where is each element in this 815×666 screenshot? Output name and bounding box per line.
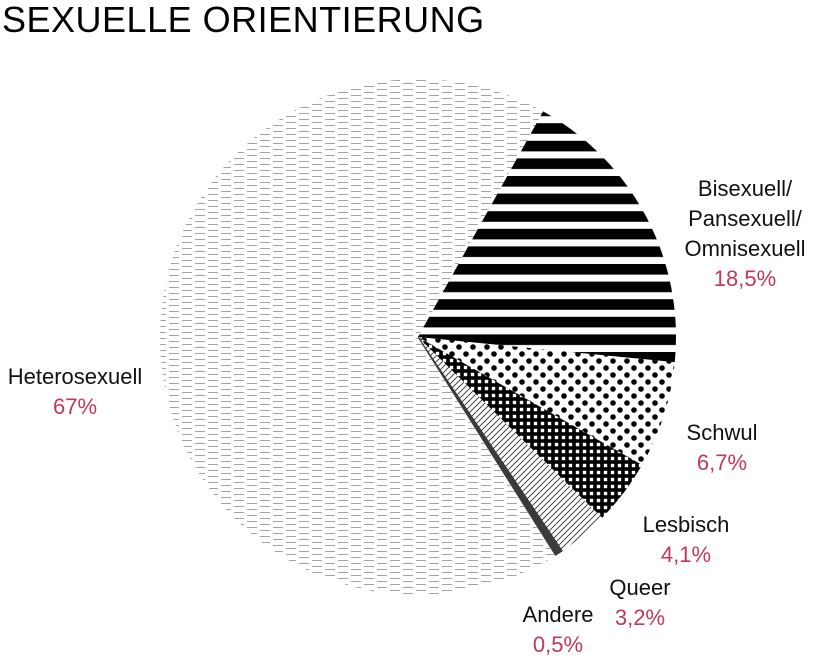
slice-label: Heterosexuell — [8, 364, 143, 389]
slice-value-label: 3,2% — [615, 605, 665, 630]
slice-value-label: 6,7% — [697, 450, 747, 475]
pie-slice-andere — [417, 336, 563, 557]
pie-labels: Bisexuell/Pansexuell/Omnisexuell 18,5% Sch… — [8, 176, 806, 657]
slice-value-label: 4,1% — [661, 542, 711, 567]
chart-title: SEXUELLE ORIENTIERUNG — [2, 0, 485, 40]
slice-value-label: 67% — [53, 394, 97, 419]
pie-slice-bisexuell-pansexuell-omnisexuell — [418, 111, 677, 363]
slice-label: Queer — [609, 575, 670, 600]
slice-label: Andere — [523, 602, 594, 627]
pie-slice-schwul — [418, 337, 675, 465]
slice-label: Omnisexuell — [684, 236, 805, 261]
slice-label: Schwul — [687, 420, 758, 445]
slice-value-label: 18,5% — [714, 266, 776, 291]
slice-label: Lesbisch — [643, 512, 730, 537]
pie-slice-lesbisch — [418, 337, 643, 518]
slice-value-label: 0,5% — [533, 632, 583, 657]
pie-slice-heterosexuell — [159, 79, 556, 596]
pie-slice-queer — [418, 337, 603, 551]
slice-label: Pansexuell/ — [688, 206, 803, 231]
slice-label: Bisexuell/ — [698, 176, 793, 201]
pie-slices — [159, 79, 677, 596]
